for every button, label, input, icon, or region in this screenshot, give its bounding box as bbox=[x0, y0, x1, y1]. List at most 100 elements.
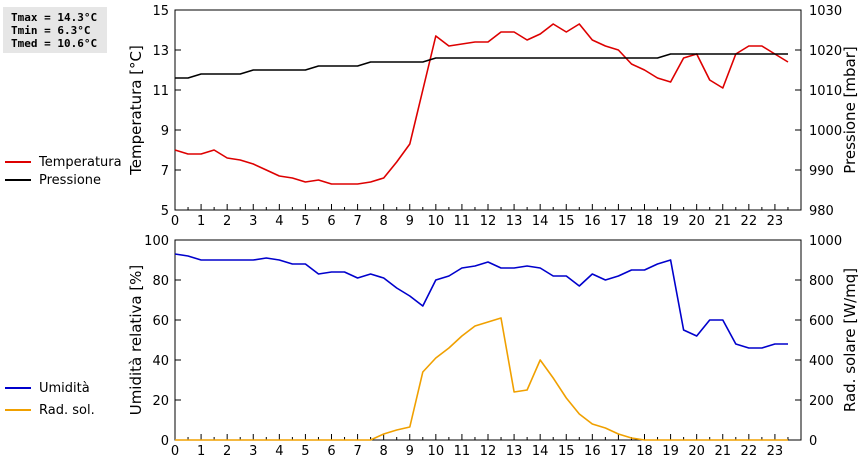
x-tick-label: 10 bbox=[428, 444, 445, 459]
x-tick-label: 0 bbox=[171, 214, 179, 229]
series-line-pressione bbox=[175, 53, 788, 79]
x-tick-label: 13 bbox=[506, 444, 523, 459]
legend-top: Temperatura Pressione bbox=[5, 155, 122, 188]
x-tick-label: 0 bbox=[171, 444, 179, 459]
x-tick-label: 4 bbox=[275, 444, 283, 459]
y-right-tick-label: 1020 bbox=[809, 44, 842, 59]
x-tick-label: 2 bbox=[223, 444, 231, 459]
series-line-umidit bbox=[174, 253, 788, 349]
ylabel-left-bottom: Umidità relativa [%] bbox=[127, 265, 145, 416]
x-tick-label: 7 bbox=[353, 214, 361, 229]
series-bottom bbox=[174, 253, 788, 441]
x-tick-label: 7 bbox=[353, 444, 361, 459]
y-right-tick-label: 990 bbox=[809, 164, 834, 179]
x-tick-label: 11 bbox=[454, 444, 471, 459]
x-tick-label: 8 bbox=[380, 214, 388, 229]
y-left-tick-label: 9 bbox=[161, 124, 169, 139]
x-tick-label: 6 bbox=[327, 444, 335, 459]
x-tick-label: 15 bbox=[558, 444, 575, 459]
x-tick-label: 1 bbox=[197, 444, 205, 459]
x-tick-label: 18 bbox=[636, 214, 653, 229]
plot-frame-top bbox=[174, 9, 802, 211]
legend-label-pressione: Pressione bbox=[39, 173, 101, 188]
x-tick-label: 22 bbox=[741, 444, 758, 459]
x-tick-label: 9 bbox=[406, 444, 414, 459]
y-left-tick-label: 60 bbox=[152, 314, 169, 329]
y-left-tick-label: 20 bbox=[152, 394, 169, 409]
stats-tmin: Tmin = 6.3°C bbox=[11, 24, 90, 37]
x-tick-label: 18 bbox=[636, 444, 653, 459]
x-tick-label: 16 bbox=[584, 444, 601, 459]
plot-frame-bottom bbox=[174, 239, 802, 441]
legend-label-umidita: Umidità bbox=[39, 381, 90, 396]
stats-box-bg bbox=[3, 7, 107, 53]
y-right-tick-label: 1000 bbox=[809, 234, 842, 249]
x-tick-label: 1 bbox=[197, 214, 205, 229]
series-line-rad-sol bbox=[175, 317, 788, 441]
x-tick-label: 16 bbox=[584, 214, 601, 229]
panel-bottom: 0 1 2 3 4 5 6 7 8 9 10 11 12 13 14 15 16 17 18 19 20 21 22 2302… bbox=[127, 234, 859, 459]
ticks-top: 0 1 2 3 4 5 6 7 8 9 10 11 12 13 14 15 16 17 18 19 20 21 22 2357… bbox=[152, 4, 842, 229]
series-top bbox=[174, 23, 789, 185]
y-right-tick-label: 980 bbox=[809, 204, 834, 219]
ylabel-right-bottom: Rad. solare [W/mq] bbox=[841, 268, 859, 412]
x-tick-label: 23 bbox=[767, 444, 784, 459]
stats-tmed: Tmed = 10.6°C bbox=[11, 37, 97, 50]
y-right-tick-label: 400 bbox=[809, 354, 834, 369]
x-tick-label: 11 bbox=[454, 214, 471, 229]
ylabel-left-top: Temperatura [°C] bbox=[127, 45, 145, 176]
y-left-tick-label: 100 bbox=[144, 234, 169, 249]
y-right-tick-label: 1010 bbox=[809, 84, 842, 99]
panel-top: 0 1 2 3 4 5 6 7 8 9 10 11 12 13 14 15 16 17 18 19 20 21 22 2357… bbox=[127, 4, 859, 229]
series-line-temperatura bbox=[174, 23, 789, 185]
ticks-bottom: 0 1 2 3 4 5 6 7 8 9 10 11 12 13 14 15 16 17 18 19 20 21 22 2302… bbox=[144, 234, 842, 459]
y-left-tick-label: 13 bbox=[152, 44, 169, 59]
y-right-tick-label: 1030 bbox=[809, 4, 842, 19]
x-tick-label: 20 bbox=[688, 214, 705, 229]
x-tick-label: 20 bbox=[688, 444, 705, 459]
x-tick-label: 3 bbox=[249, 214, 257, 229]
x-tick-label: 12 bbox=[480, 444, 497, 459]
x-tick-label: 13 bbox=[506, 214, 523, 229]
x-tick-label: 6 bbox=[327, 214, 335, 229]
x-tick-label: 14 bbox=[532, 444, 549, 459]
y-left-tick-label: 0 bbox=[161, 434, 169, 449]
ylabel-right-top: Pressione [mbar] bbox=[841, 46, 859, 174]
y-left-tick-label: 7 bbox=[161, 164, 169, 179]
x-tick-label: 21 bbox=[714, 214, 731, 229]
x-tick-label: 5 bbox=[301, 214, 309, 229]
x-tick-label: 15 bbox=[558, 214, 575, 229]
x-tick-label: 8 bbox=[380, 444, 388, 459]
legend-label-temperatura: Temperatura bbox=[38, 155, 122, 170]
x-tick-label: 23 bbox=[767, 214, 784, 229]
x-tick-label: 5 bbox=[301, 444, 309, 459]
x-tick-label: 19 bbox=[662, 444, 679, 459]
x-tick-label: 14 bbox=[532, 214, 549, 229]
legend-label-rad-sol: Rad. sol. bbox=[39, 403, 95, 418]
x-tick-label: 4 bbox=[275, 214, 283, 229]
stats-tmax: Tmax = 14.3°C bbox=[11, 11, 97, 24]
y-right-tick-label: 200 bbox=[809, 394, 834, 409]
y-left-tick-label: 80 bbox=[152, 274, 169, 289]
y-right-tick-label: 800 bbox=[809, 274, 834, 289]
y-right-tick-label: 600 bbox=[809, 314, 834, 329]
x-tick-label: 3 bbox=[249, 444, 257, 459]
y-left-tick-label: 15 bbox=[152, 4, 169, 19]
legend-bottom: Umidità Rad. sol. bbox=[5, 381, 95, 418]
x-tick-label: 21 bbox=[714, 444, 731, 459]
x-tick-label: 12 bbox=[480, 214, 497, 229]
y-right-tick-label: 1000 bbox=[809, 124, 842, 139]
x-tick-label: 17 bbox=[610, 444, 627, 459]
y-right-tick-label: 0 bbox=[809, 434, 817, 449]
x-tick-label: 22 bbox=[741, 214, 758, 229]
y-left-tick-label: 11 bbox=[152, 84, 169, 99]
x-tick-label: 19 bbox=[662, 214, 679, 229]
x-tick-label: 10 bbox=[428, 214, 445, 229]
x-tick-label: 9 bbox=[406, 214, 414, 229]
y-left-tick-label: 40 bbox=[152, 354, 169, 369]
stats-box: Tmax = 14.3°C Tmin = 6.3°C Tmed = 10.6°C bbox=[3, 7, 107, 53]
x-tick-label: 17 bbox=[610, 214, 627, 229]
x-tick-label: 2 bbox=[223, 214, 231, 229]
y-left-tick-label: 5 bbox=[161, 204, 169, 219]
